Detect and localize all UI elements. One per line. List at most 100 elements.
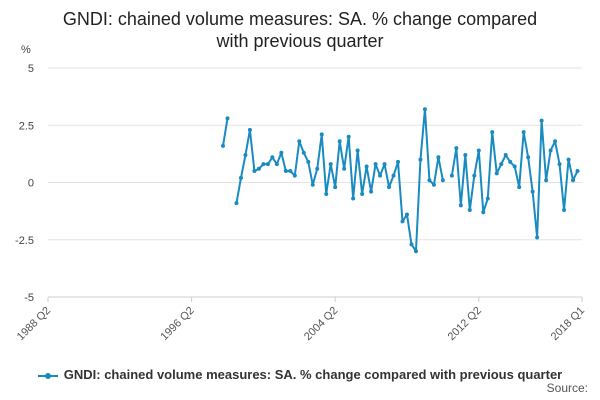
data-point[interactable] [400, 219, 405, 224]
data-point[interactable] [355, 148, 360, 153]
chart-title: GNDI: chained volume measures: SA. % cha… [0, 8, 600, 52]
data-point[interactable] [351, 196, 356, 201]
data-point[interactable] [458, 203, 463, 208]
data-point[interactable] [544, 178, 549, 183]
y-tick-label: 0 [28, 178, 34, 190]
data-point[interactable] [436, 155, 441, 160]
data-point[interactable] [283, 169, 288, 174]
data-point[interactable] [449, 173, 454, 178]
x-tick-label: 2018 Q1 [549, 305, 587, 343]
data-point[interactable] [508, 159, 513, 164]
data-point[interactable] [265, 162, 270, 167]
data-point[interactable] [557, 162, 562, 167]
legend[interactable]: GNDI: chained volume measures: SA. % cha… [0, 367, 600, 382]
data-point[interactable] [288, 169, 293, 174]
data-point[interactable] [261, 162, 266, 167]
data-point[interactable] [535, 235, 540, 240]
data-point[interactable] [485, 196, 490, 201]
data-point[interactable] [440, 178, 445, 183]
legend-swatch-line-icon [37, 371, 58, 381]
x-tick-label: 2012 Q2 [446, 305, 484, 343]
series-line-segment [450, 119, 579, 239]
data-point[interactable] [494, 171, 499, 176]
legend-label: GNDI: chained volume measures: SA. % cha… [63, 367, 563, 382]
data-point[interactable] [499, 162, 504, 167]
data-point[interactable] [463, 153, 468, 158]
data-point[interactable] [243, 153, 248, 158]
data-point[interactable] [526, 155, 531, 160]
data-point[interactable] [337, 139, 342, 144]
data-point[interactable] [431, 182, 436, 187]
data-point[interactable] [467, 207, 472, 212]
data-point[interactable] [342, 166, 347, 171]
data-point[interactable] [292, 173, 297, 178]
data-point[interactable] [297, 139, 302, 144]
y-tick-label: 2.5 [19, 120, 34, 132]
data-point[interactable] [369, 189, 374, 194]
x-tick-label: 2004 Q2 [302, 305, 340, 343]
data-point[interactable] [413, 249, 418, 254]
data-point[interactable] [225, 116, 230, 121]
data-point[interactable] [256, 166, 261, 171]
data-point[interactable] [404, 212, 409, 217]
data-point[interactable] [310, 182, 315, 187]
series-points-gndi [221, 107, 580, 254]
data-point[interactable] [360, 191, 365, 196]
data-point[interactable] [382, 162, 387, 167]
data-point[interactable] [490, 130, 495, 135]
data-point[interactable] [472, 173, 477, 178]
x-tick-label: 1996 Q2 [158, 305, 196, 343]
data-point[interactable] [346, 134, 351, 139]
data-point[interactable] [548, 148, 553, 153]
data-point[interactable] [378, 173, 383, 178]
data-point[interactable] [301, 150, 306, 155]
data-point[interactable] [221, 143, 226, 148]
data-point[interactable] [517, 185, 522, 190]
data-point[interactable] [270, 155, 275, 160]
data-point[interactable] [279, 150, 284, 155]
data-point[interactable] [530, 189, 535, 194]
y-tick-label: -2.5 [15, 235, 34, 247]
data-point[interactable] [333, 185, 338, 190]
data-point[interactable] [315, 166, 320, 171]
data-point[interactable] [571, 178, 576, 183]
data-point[interactable] [252, 169, 257, 174]
data-point[interactable] [521, 130, 526, 135]
y-tick-label: 5 [28, 63, 34, 75]
data-point[interactable] [562, 207, 567, 212]
data-point[interactable] [427, 178, 432, 183]
data-point[interactable] [328, 162, 333, 167]
data-point[interactable] [391, 173, 396, 178]
data-point[interactable] [409, 242, 414, 247]
source-label: Source: [546, 381, 588, 395]
y-tick-label: -5 [24, 292, 34, 304]
data-point[interactable] [387, 185, 392, 190]
grid-lines [48, 67, 582, 298]
data-point[interactable] [422, 107, 427, 112]
data-point[interactable] [481, 210, 486, 215]
data-point[interactable] [575, 169, 580, 174]
y-axis: 5 2.5 0 -2.5 -5 [15, 63, 34, 304]
data-point[interactable] [373, 162, 378, 167]
x-tick-label: 1988 Q2 [15, 305, 53, 343]
data-point[interactable] [238, 175, 243, 180]
data-point[interactable] [247, 127, 252, 132]
data-point[interactable] [553, 139, 558, 144]
data-point[interactable] [512, 164, 517, 169]
data-point[interactable] [306, 159, 311, 164]
data-point[interactable] [324, 191, 329, 196]
data-point[interactable] [418, 157, 423, 162]
data-point[interactable] [566, 157, 571, 162]
data-point[interactable] [503, 153, 508, 158]
data-point[interactable] [476, 148, 481, 153]
data-point[interactable] [274, 162, 279, 167]
data-point[interactable] [364, 164, 369, 169]
data-point[interactable] [539, 118, 544, 123]
data-point[interactable] [396, 159, 401, 164]
data-point[interactable] [234, 201, 239, 206]
y-axis-label: % [21, 44, 31, 56]
data-point[interactable] [319, 132, 324, 137]
data-point[interactable] [454, 146, 459, 151]
chart-title-line-1: GNDI: chained volume measures: SA. % cha… [62, 9, 538, 29]
